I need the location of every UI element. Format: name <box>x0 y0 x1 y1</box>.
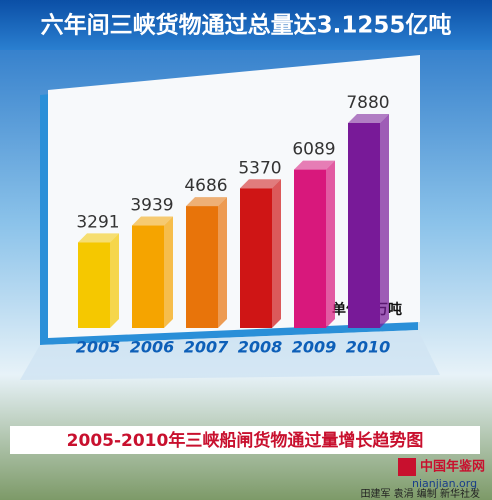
floor <box>20 330 440 380</box>
title-banner <box>0 0 492 50</box>
bar <box>132 225 164 328</box>
chart-title: 六年间三峡货物通过总量达3.1255亿吨 <box>41 12 452 39</box>
bar-top <box>78 233 119 243</box>
logo <box>398 458 416 476</box>
bar-side <box>218 197 227 328</box>
bar-side <box>272 179 281 328</box>
value-label: 3291 <box>76 212 119 232</box>
x-tick-label: 2005 <box>76 338 121 357</box>
value-label: 3939 <box>130 196 173 216</box>
bar-top <box>348 114 389 123</box>
bar-top <box>132 216 173 226</box>
bar-top <box>240 179 281 189</box>
value-label: 4686 <box>184 176 227 196</box>
bar <box>294 169 326 328</box>
value-label: 5370 <box>238 158 281 178</box>
bar <box>348 123 380 328</box>
subtitle: 2005-2010年三峡船闸货物通过量增长趋势图 <box>67 430 424 451</box>
bar-side <box>110 233 119 328</box>
subtitle-box <box>10 426 480 454</box>
bar <box>78 242 110 328</box>
x-tick-label: 2009 <box>292 338 337 357</box>
credit: 田建军 袁涓 编制 新华社发 <box>360 487 480 500</box>
watermark-url: nianjian.org <box>412 477 477 490</box>
x-tick-label: 2007 <box>184 338 229 357</box>
bar-side <box>380 114 389 328</box>
x-tick-label: 2010 <box>346 338 391 357</box>
bar <box>186 206 218 328</box>
bar <box>240 188 272 328</box>
bar-top <box>294 160 335 170</box>
value-label: 7880 <box>346 93 389 113</box>
value-label: 6089 <box>292 140 335 160</box>
x-tick-label: 2006 <box>130 338 175 357</box>
bar-top <box>186 197 227 207</box>
bar-side <box>164 216 173 328</box>
x-tick-label: 2008 <box>238 338 283 357</box>
watermark: 中国年鉴网 <box>420 459 485 475</box>
bar-side <box>326 160 335 328</box>
